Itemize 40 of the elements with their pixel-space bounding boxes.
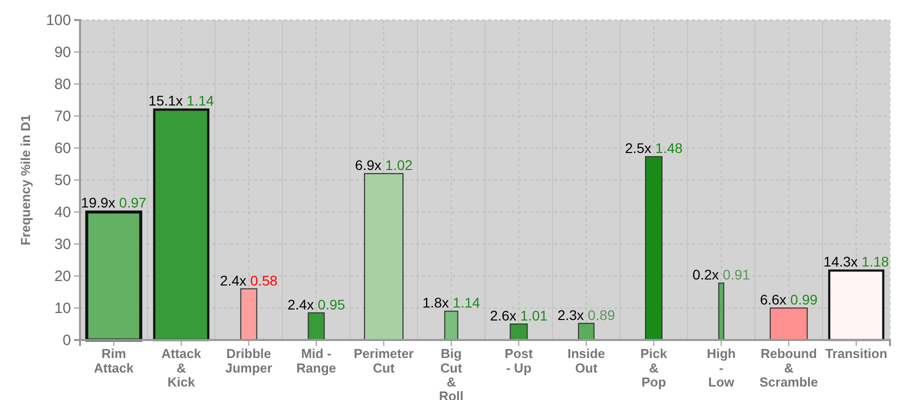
annotation: 19.9x 0.97 <box>81 194 147 211</box>
y-tick-label: 50 <box>54 172 71 189</box>
annotation: 2.4x 0.95 <box>287 296 346 312</box>
annotation: 2.4x 0.58 <box>220 272 278 288</box>
y-axis-title: Frequency %ile in D1 <box>18 114 33 246</box>
annotation: 6.9x 1.02 <box>354 157 413 174</box>
bar <box>510 324 528 340</box>
x-tick-label: Inside Out <box>567 346 606 376</box>
annotation: 15.1x 1.14 <box>148 92 214 108</box>
bar <box>308 312 325 340</box>
x-tick-label: Attack & Kick <box>161 346 202 390</box>
annotation: 2.3x 0.89 <box>557 306 616 323</box>
y-tick-label: 10 <box>54 300 71 317</box>
y-tick-label: 30 <box>54 236 71 253</box>
x-tick-label: Perimeter Cut <box>354 346 414 376</box>
y-tick-label: 0 <box>62 332 71 349</box>
y-tick-label: 40 <box>54 204 71 221</box>
y-tick-label: 70 <box>54 108 71 125</box>
x-tick-label: Post - Up <box>504 346 534 376</box>
y-tick-label: 60 <box>54 140 71 157</box>
x-tick-label: Rebound & Scramble <box>759 346 818 390</box>
y-tick-label: 100 <box>46 12 71 29</box>
annotation: 1.8x 1.14 <box>422 294 480 311</box>
annotation: 6.6x 0.99 <box>760 292 818 308</box>
x-tick-label: Mid - Range <box>296 346 336 376</box>
x-tick-label: Rim Attack <box>94 346 134 376</box>
x-tick-label: High - Low <box>706 346 736 390</box>
bar <box>645 156 662 340</box>
x-tick-label: Pick & Pop <box>640 346 668 390</box>
y-tick-label: 80 <box>54 76 71 93</box>
bar <box>578 322 594 340</box>
y-tick-label: 20 <box>54 268 71 285</box>
annotation: 14.3x 1.18 <box>824 253 890 270</box>
bar <box>240 288 258 340</box>
x-tick-label: Transition <box>825 346 888 362</box>
y-tick-label: 90 <box>54 44 71 61</box>
annotation: 2.5x 1.48 <box>624 140 683 156</box>
x-tick-label: Dribble Jumper <box>225 346 272 376</box>
annotation: 2.6x 1.01 <box>490 308 548 324</box>
annotation: 0.2x 0.91 <box>692 266 750 283</box>
